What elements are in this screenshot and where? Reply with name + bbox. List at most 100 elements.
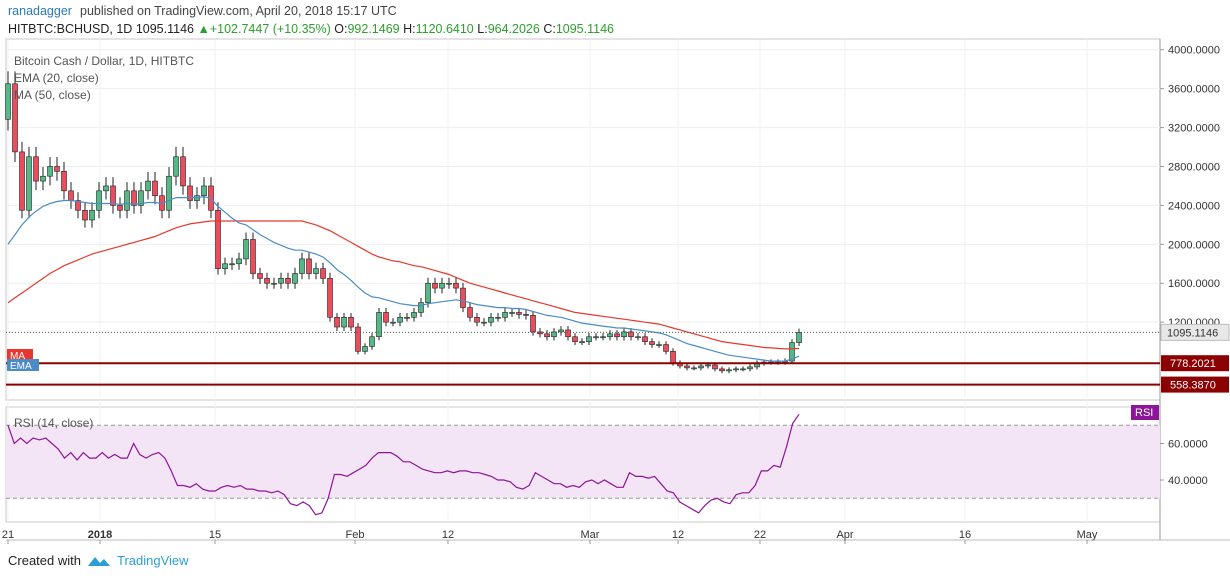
- candle-body: [565, 329, 571, 338]
- candle-body: [124, 190, 130, 211]
- candle-body: [299, 258, 305, 274]
- candle-body: [96, 190, 102, 211]
- time-tick-label: 15: [209, 529, 221, 541]
- footer: Created with TradingView: [8, 553, 189, 568]
- candle-body: [180, 156, 186, 187]
- chart-legend-ma: MA (50, close): [14, 88, 91, 102]
- price-tick-label: 3200.0000: [1168, 123, 1220, 135]
- candle-body: [439, 282, 445, 289]
- open-label: O:: [334, 22, 348, 36]
- candle-body: [397, 316, 403, 323]
- symbol-info-line: HITBTC:BCHUSD, 1D 1095.1146 ▲+102.7447 (…: [8, 22, 614, 36]
- candle-body: [138, 190, 144, 206]
- published-text: published on TradingView.com, April 20, …: [80, 4, 397, 18]
- price-tick-label: 1600.0000: [1168, 278, 1220, 290]
- rsi-line: [7, 413, 800, 516]
- candle-body: [740, 368, 746, 371]
- candle-body: [131, 190, 137, 206]
- candle-body: [348, 316, 354, 328]
- candle-body: [607, 333, 613, 338]
- time-tick-label: Feb: [346, 529, 365, 541]
- price-tick-label: 2800.0000: [1168, 161, 1220, 173]
- candle-body: [82, 209, 88, 221]
- time-tick-label: Mar: [581, 529, 600, 541]
- candle-body: [292, 273, 298, 284]
- time-tick-label: 12: [672, 529, 684, 541]
- support-level-label-bg: [1161, 376, 1229, 393]
- candle-body: [278, 278, 284, 284]
- candle-body: [733, 368, 739, 371]
- candle-body: [117, 205, 123, 211]
- candle-body: [383, 312, 389, 323]
- candle-body: [411, 312, 417, 318]
- candle-body: [362, 346, 368, 352]
- close-value: 1095.1146: [555, 22, 614, 36]
- candle-body: [250, 239, 256, 274]
- candle-body: [313, 268, 319, 274]
- candle-body: [684, 365, 690, 369]
- candle-body: [145, 180, 151, 192]
- price-tick-label: 4000.0000: [1168, 45, 1220, 57]
- candle-body: [418, 302, 424, 313]
- candle-body: [488, 316, 494, 323]
- publish-bar: ranadagger published on TradingView.com,…: [0, 0, 1230, 22]
- candle-body: [523, 314, 529, 316]
- candle-body: [586, 336, 592, 342]
- ma50-line: [7, 220, 800, 350]
- time-tick-label: 12: [442, 529, 454, 541]
- candle-body: [712, 364, 718, 370]
- author-link[interactable]: ranadagger: [8, 4, 72, 18]
- candle-body: [68, 190, 74, 201]
- ma-tag: MA: [10, 351, 25, 362]
- last-price-label-bg: [1160, 323, 1230, 341]
- candle-body: [355, 326, 361, 352]
- rsi-tag: RSI: [1135, 407, 1153, 419]
- candle-body: [446, 282, 452, 285]
- candle-body: [558, 329, 564, 333]
- candle-body: [614, 333, 620, 338]
- chart-legend-title: Bitcoin Cash / Dollar, 1D, HITBTC: [14, 54, 195, 68]
- rsi-tag-bg: [1131, 405, 1159, 420]
- candle-body: [649, 341, 655, 345]
- candle-body: [600, 336, 606, 339]
- candle-body: [33, 156, 39, 182]
- candle-body: [187, 185, 193, 201]
- candle-body: [530, 315, 536, 333]
- candle-body: [40, 175, 46, 182]
- candle-body: [110, 185, 116, 206]
- candle-body: [432, 282, 438, 289]
- candle-body: [593, 336, 599, 339]
- candle-body: [369, 336, 375, 347]
- price-change: +102.7447 (+10.35%): [209, 22, 331, 36]
- candle-body: [264, 278, 270, 284]
- low-label: L:: [477, 22, 488, 36]
- candle-body: [341, 316, 347, 328]
- high-label: H:: [403, 22, 416, 36]
- candle-body: [334, 316, 340, 328]
- open-value: 992.1469: [347, 22, 400, 36]
- symbol-name: HITBTC:BCHUSD, 1D: [8, 22, 133, 36]
- candle-body: [75, 200, 81, 211]
- rsi-tick-label: 60.0000: [1168, 439, 1208, 451]
- rsi-tick-label: 40.0000: [1168, 475, 1208, 487]
- candle-body: [201, 185, 207, 196]
- candle-body: [152, 180, 158, 196]
- candle-body: [474, 316, 480, 323]
- close-label: C:: [543, 22, 556, 36]
- candle-body: [26, 156, 32, 211]
- candle-body: [495, 316, 501, 319]
- candle-body: [796, 332, 802, 343]
- candle-body: [670, 351, 676, 364]
- candle-body: [509, 312, 515, 314]
- candle-body: [460, 287, 466, 308]
- candle-body: [376, 312, 382, 338]
- tradingview-brand-link[interactable]: TradingView: [116, 553, 189, 568]
- candle-body: [285, 278, 291, 284]
- last-price: 1095.1146: [135, 22, 194, 36]
- candle-body: [306, 258, 312, 274]
- low-value: 964.2026: [487, 22, 540, 36]
- candle-body: [579, 341, 585, 343]
- candle-body: [453, 282, 459, 289]
- ema-tag-bg: [7, 359, 39, 371]
